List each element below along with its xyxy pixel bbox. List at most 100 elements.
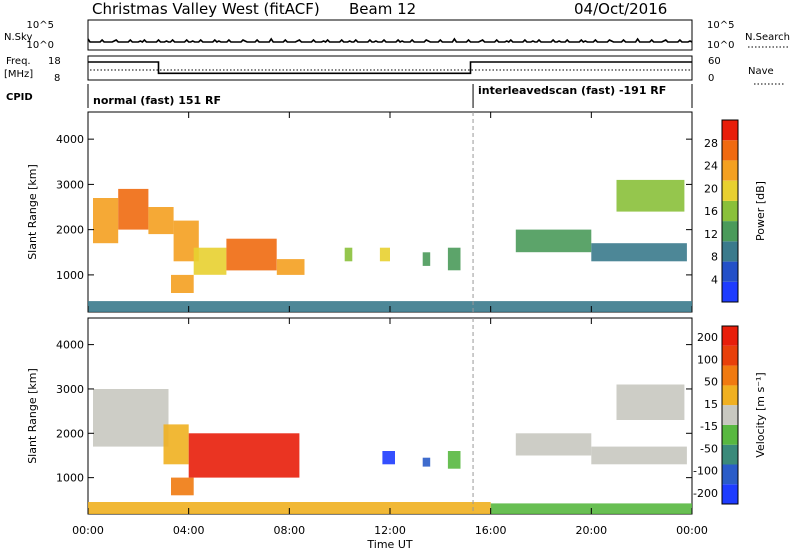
y-tick-label: 4000: [56, 339, 84, 352]
colorbar-tick-label: 100: [697, 353, 718, 366]
y-axis-label: Slant Range [km]: [26, 164, 39, 260]
data-region: [616, 179, 685, 212]
freq-panel: [87, 55, 693, 81]
colorbar-tick-label: -200: [693, 487, 718, 500]
colorbar-segment: [722, 180, 738, 201]
nsky-tick-top: 10^5: [27, 20, 54, 31]
colorbar-tick-label: 20: [704, 182, 718, 195]
data-region: [422, 252, 431, 266]
freq-tick-top: 18: [48, 56, 61, 67]
x-tick-label: 12:00: [374, 524, 406, 537]
data-region: [591, 243, 687, 262]
colorbar-segment: [722, 140, 738, 161]
noise-panel: [87, 19, 693, 51]
colorbar-label: Velocity [m s⁻¹]: [754, 372, 767, 457]
x-tick-label: 00:00: [72, 524, 104, 537]
colorbar-tick-label: 16: [704, 205, 718, 218]
colorbar-tick-label: 12: [704, 228, 718, 241]
data-region: [382, 451, 395, 465]
colorbar-segment: [722, 160, 738, 181]
data-region: [276, 259, 305, 275]
nave-label: Nave: [748, 66, 774, 77]
nsky-tick-bottom: 10^0: [27, 40, 54, 51]
colorbar-tick-label: 50: [704, 376, 718, 389]
data-region: [616, 384, 685, 420]
cpid-label: CPID: [6, 92, 33, 103]
x-axis-label: Time UT: [366, 538, 412, 551]
y-axis-label: Slant Range [km]: [26, 368, 39, 464]
x-tick-label: 04:00: [173, 524, 205, 537]
y-tick-label: 3000: [56, 178, 84, 191]
data-region: [422, 457, 431, 467]
colorbar-tick-label: 8: [711, 251, 718, 264]
date-label: 04/Oct/2016: [574, 0, 667, 18]
y-tick-label: 2000: [56, 224, 84, 237]
colorbar-tick-label: 28: [704, 137, 718, 150]
data-region: [515, 229, 592, 253]
x-tick-label: 00:00: [676, 524, 708, 537]
freq-unit-label: [MHz]: [4, 69, 33, 80]
colorbar-segment: [722, 221, 738, 242]
colorbar-segment: [722, 365, 738, 386]
colorbar-segment: [722, 241, 738, 262]
colorbar-tick-label: -15: [700, 420, 718, 433]
freq-label: Freq.: [6, 56, 31, 67]
panel-velocity: 1000 2000 3000 4000 00:00 04:00 08:00 12:00 16:0…: [26, 317, 767, 537]
colorbar-segment: [722, 424, 738, 445]
colorbar-tick-label: -50: [700, 442, 718, 455]
nsearch-tick-top: 10^5: [707, 20, 734, 31]
data-region: [193, 247, 227, 275]
colorbar-segment: [722, 281, 738, 302]
data-region: [447, 451, 461, 469]
data-region: [118, 188, 149, 230]
nsky-trace: [87, 37, 693, 43]
beam-label: Beam 12: [349, 0, 416, 18]
colorbar-frame: [721, 119, 739, 303]
colorbar-label: Power [dB]: [754, 181, 767, 241]
x-tick-label: 16:00: [475, 524, 507, 537]
y-tick-label: 3000: [56, 383, 84, 396]
colorbar-tick-label: -100: [693, 465, 718, 478]
y-tick-label: 2000: [56, 427, 84, 440]
colorbar-segment: [722, 464, 738, 485]
data-region: [226, 238, 277, 271]
colorbar-segment: [722, 120, 738, 141]
data-region: [171, 477, 194, 496]
data-region: [93, 389, 169, 447]
x-tick-label: 08:00: [273, 524, 305, 537]
figure-title: Christmas Valley West (fitACF): [92, 0, 320, 18]
colorbar-tick-label: 4: [711, 273, 718, 286]
colorbar-segment: [722, 405, 738, 425]
panel-power: 1000 2000 3000 4000 Slant Range [km] 4 8 12 16 20…: [26, 111, 767, 313]
colorbar-tick-label: 15: [704, 398, 718, 411]
data-region: [188, 433, 300, 478]
data-region: [163, 424, 189, 465]
freq-trace: [88, 61, 692, 75]
nsky-label: N.Sky: [4, 32, 32, 43]
y-tick-label: 1000: [56, 269, 84, 282]
colorbar-segment: [722, 261, 738, 282]
y-tick-label: 4000: [56, 133, 84, 146]
nsearch-tick-bottom: 10^0: [707, 40, 734, 51]
y-tick-label: 1000: [56, 472, 84, 485]
colorbar-segment: [722, 326, 738, 346]
colorbar-segment: [722, 484, 738, 504]
data-region: [591, 446, 687, 465]
colorbar-segment: [722, 444, 738, 465]
colorbar-frame: [721, 325, 739, 505]
data-region: [148, 207, 174, 235]
data-region: [379, 247, 390, 262]
data-region: [344, 247, 353, 262]
nsearch-label: N.Search: [745, 32, 790, 43]
colorbar-segment: [722, 200, 738, 222]
data-region: [447, 247, 461, 271]
colorbar-tick-label: 24: [704, 160, 718, 173]
nave-tick-top: 60: [708, 56, 721, 67]
data-region: [515, 433, 592, 456]
cpid-mode-2: interleavedscan (fast) -191 RF: [478, 84, 666, 97]
cpid-mode-1: normal (fast) 151 RF: [93, 94, 221, 107]
data-region: [171, 274, 194, 293]
nave-tick-bottom: 0: [708, 73, 714, 84]
data-region: [93, 198, 119, 244]
